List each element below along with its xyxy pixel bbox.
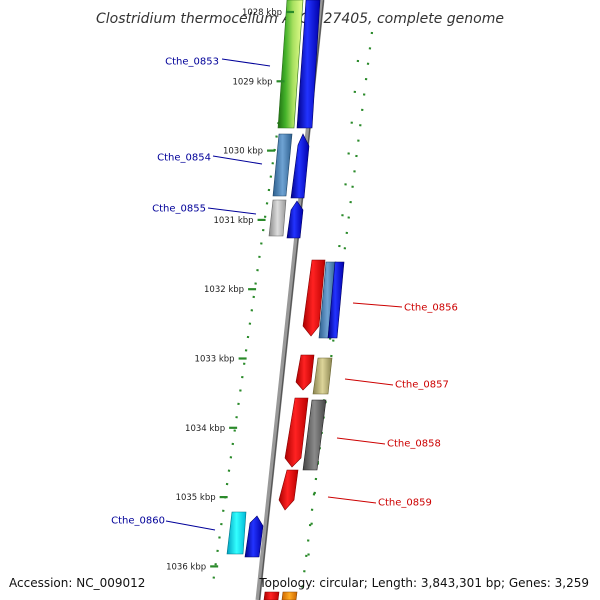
gene-leader-line <box>212 155 263 165</box>
gene-label-cthe-0854[interactable]: Cthe_0854 <box>157 153 211 164</box>
kbp-label: 1029 kbp <box>232 77 272 87</box>
cds-green <box>277 0 304 129</box>
gene-leader-line <box>336 437 386 445</box>
cds-cthe-0854-steel <box>272 133 293 197</box>
gene-leader-line <box>207 207 257 215</box>
cds-cthe-0858 <box>284 397 309 468</box>
kbp-label: 1030 kbp <box>223 147 263 157</box>
forward-strand-cds <box>226 0 321 558</box>
kbp-label: 1031 kbp <box>213 216 253 226</box>
kbp-label: 1036 kbp <box>166 562 206 572</box>
cds-bottom-red <box>263 591 280 600</box>
kbp-ticks: 1028 kbp 1029 kbp 1030 kbp 1031 kbp 1032 kbp… <box>166 8 294 572</box>
genome-summary-text: Topology: circular; Length: 3,843,301 bp… <box>258 576 589 590</box>
cds-cthe-0856 <box>302 259 326 337</box>
gene-leader-line <box>221 58 271 67</box>
gc-skew-track-right <box>300 31 374 591</box>
gene-label-cthe-0856[interactable]: Cthe_0856 <box>404 303 458 314</box>
cds-cthe-0860-cyan <box>226 511 247 555</box>
cds-cthe-0855-silver <box>268 199 287 237</box>
cds-cthe-0853 <box>296 0 321 129</box>
gene-leader-line <box>165 520 216 531</box>
kbp-label: 1035 kbp <box>176 493 216 503</box>
cds-cthe-0855 <box>286 200 304 239</box>
reverse-strand-cds <box>263 259 345 600</box>
cds-cthe-0857 <box>295 354 315 391</box>
accession-text: Accession: NC_009012 <box>9 576 145 590</box>
gene-label-cthe-0857[interactable]: Cthe_0857 <box>395 380 449 391</box>
cds-cthe-0860 <box>244 515 264 558</box>
gene-leader-line <box>327 496 377 504</box>
cds-cthe-0857-khaki <box>312 357 333 395</box>
gene-labels: Cthe_0853 Cthe_0854 Cthe_0855 Cthe_0856 Cthe… <box>111 57 458 531</box>
cds-cthe-0856-blue <box>327 261 345 339</box>
gene-leader-line <box>352 302 403 308</box>
kbp-label: 1028 kbp <box>242 8 282 18</box>
gene-leader-line <box>344 378 394 386</box>
kbp-label: 1034 kbp <box>185 424 225 434</box>
kbp-label: 1033 kbp <box>195 355 235 365</box>
cds-bottom-orange <box>281 591 298 600</box>
cds-cthe-0859 <box>278 469 299 511</box>
gene-label-cthe-0859[interactable]: Cthe_0859 <box>378 498 432 509</box>
gene-label-cthe-0858[interactable]: Cthe_0858 <box>387 439 441 450</box>
cds-cthe-0858-gray <box>302 399 327 471</box>
gene-label-cthe-0860[interactable]: Cthe_0860 <box>111 516 165 527</box>
kbp-label: 1032 kbp <box>204 285 244 295</box>
cds-cthe-0854 <box>290 133 310 199</box>
gene-label-cthe-0855[interactable]: Cthe_0855 <box>152 204 206 215</box>
gene-label-cthe-0853[interactable]: Cthe_0853 <box>165 57 219 68</box>
